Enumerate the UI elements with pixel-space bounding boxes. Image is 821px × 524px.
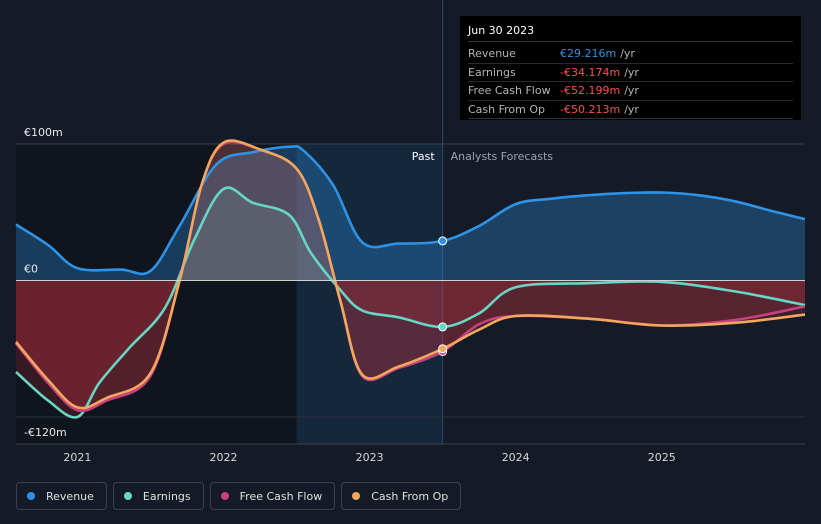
legend-item-cash-from-op[interactable]: Cash From Op xyxy=(341,482,462,510)
legend-label: Revenue xyxy=(46,489,94,503)
tooltip-value: -€52.199m xyxy=(560,84,621,98)
legend-item-free-cash-flow[interactable]: Free Cash Flow xyxy=(209,482,336,510)
tooltip-value: -€50.213m xyxy=(560,102,621,116)
chart-legend: Revenue Earnings Free Cash Flow Cash Fro… xyxy=(16,482,462,510)
x-tick-label: 2021 xyxy=(63,451,91,464)
y-tick-label: €100m xyxy=(24,126,63,139)
x-tick-label: 2023 xyxy=(356,451,384,464)
x-tick-label: 2025 xyxy=(648,451,676,464)
tooltip-panel: Jun 30 2023 Revenue €29.216m /yr Earning… xyxy=(460,16,801,120)
series-line xyxy=(15,186,806,419)
legend-item-revenue[interactable]: Revenue xyxy=(16,482,107,510)
series-line xyxy=(15,144,806,276)
series-area-positive xyxy=(16,187,805,281)
tooltip-value: -€34.174m xyxy=(560,65,621,79)
series-marker xyxy=(438,344,448,354)
tooltip-value: €29.216m xyxy=(560,47,617,61)
legend-label: Cash From Op xyxy=(371,489,449,503)
tooltip-row-free-cash-flow: Free Cash Flow -€52.199m /yr xyxy=(468,82,793,101)
forecast-label: Analysts Forecasts xyxy=(451,150,554,163)
legend-dot-icon xyxy=(352,492,361,500)
tooltip-row-revenue: Revenue €29.216m /yr xyxy=(468,45,793,64)
y-tick-label: €0 xyxy=(24,263,38,276)
tooltip-row-cash-from-op: Cash From Op -€50.213m /yr xyxy=(468,101,793,119)
series-area-positive xyxy=(16,140,805,281)
tooltip-label: Cash From Op xyxy=(468,102,546,116)
tooltip-unit: /yr xyxy=(620,47,635,61)
legend-item-earnings[interactable]: Earnings xyxy=(112,482,204,510)
legend-dot-icon xyxy=(220,492,229,500)
tooltip-label: Earnings xyxy=(468,65,516,79)
tooltip-label: Free Cash Flow xyxy=(468,84,551,98)
tooltip-date: Jun 30 2023 xyxy=(468,24,793,42)
tooltip-unit: /yr xyxy=(624,84,639,98)
series-area-negative xyxy=(16,281,805,409)
series-area-negative xyxy=(16,281,805,418)
x-tick-label: 2024 xyxy=(502,451,530,464)
series-marker xyxy=(438,236,448,246)
legend-label: Free Cash Flow xyxy=(239,489,323,503)
tooltip-unit: /yr xyxy=(624,102,639,116)
series-line xyxy=(15,139,806,410)
series-marker xyxy=(438,322,448,332)
series-area-positive xyxy=(16,146,805,281)
past-label: Past xyxy=(412,150,436,163)
legend-dot-icon xyxy=(27,492,35,500)
series-area-negative xyxy=(16,281,805,411)
highlight-band xyxy=(296,144,443,444)
tooltip-unit: /yr xyxy=(624,65,639,79)
tooltip-label: Revenue xyxy=(468,47,516,61)
series-area-positive xyxy=(16,141,805,281)
legend-dot-icon xyxy=(123,492,132,500)
x-tick-label: 2022 xyxy=(209,451,237,464)
legend-label: Earnings xyxy=(142,489,191,503)
tooltip-row-earnings: Earnings -€34.174m /yr xyxy=(468,64,793,82)
y-tick-label: -€120m xyxy=(24,426,67,439)
